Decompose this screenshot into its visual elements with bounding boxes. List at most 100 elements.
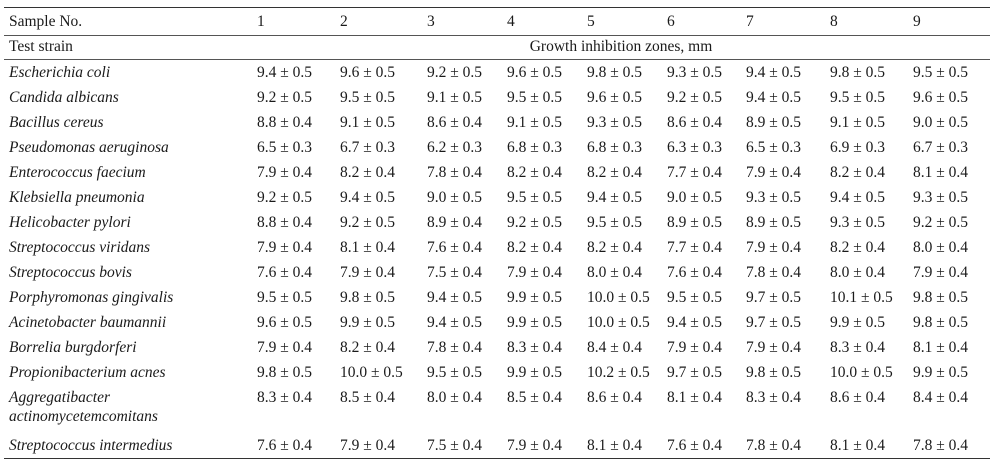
zone-value: 7.5 ± 0.4 — [427, 437, 483, 454]
zone-value: 10.0 ± 0.5 — [587, 314, 650, 331]
zone-value: 9.7 ± 0.5 — [667, 364, 723, 381]
zone-value: 8.2 ± 0.4 — [507, 239, 563, 256]
zone-value: 9.7 ± 0.5 — [746, 289, 802, 306]
zone-value: 9.8 ± 0.5 — [830, 64, 886, 81]
zone-value: 9.9 ± 0.5 — [507, 364, 563, 381]
sample-number-2: 2 — [340, 13, 348, 30]
zone-value: 8.2 ± 0.4 — [340, 164, 396, 181]
zone-value: 9.1 ± 0.5 — [340, 114, 396, 131]
zone-value: 9.3 ± 0.5 — [913, 189, 969, 206]
zone-value: 10.0 ± 0.5 — [340, 364, 403, 381]
zone-value: 9.2 ± 0.5 — [667, 89, 723, 106]
zone-value: 9.0 ± 0.5 — [913, 114, 969, 131]
strain-name: Streptococcus viridans — [9, 239, 151, 256]
zone-value: 9.5 ± 0.5 — [507, 89, 563, 106]
inhibition-zones-table-container: Sample No. 1 2 3 4 5 6 7 8 9 Test strain… — [4, 7, 990, 459]
zone-value: 8.5 ± 0.4 — [507, 389, 563, 406]
strain-name: Candida albicans — [9, 89, 119, 106]
zone-value: 6.5 ± 0.3 — [746, 139, 802, 156]
sample-number-3: 3 — [427, 13, 435, 30]
sample-number-4: 4 — [507, 13, 515, 30]
zone-value: 9.6 ± 0.5 — [340, 64, 396, 81]
strain-name: Aggregatibacter actinomycetemcomitans — [9, 389, 158, 425]
zone-value: 9.2 ± 0.5 — [507, 214, 563, 231]
inhibition-zones-table: Sample No. 1 2 3 4 5 6 7 8 9 Test strain… — [4, 7, 990, 459]
zone-value: 9.8 ± 0.5 — [913, 289, 969, 306]
zone-value: 8.8 ± 0.4 — [257, 214, 313, 231]
zone-value: 8.1 ± 0.4 — [667, 389, 723, 406]
zone-value: 7.8 ± 0.4 — [427, 164, 483, 181]
zone-value: 7.6 ± 0.4 — [667, 264, 723, 281]
strain-name: Streptococcus bovis — [9, 264, 132, 281]
zone-value: 8.3 ± 0.4 — [830, 339, 886, 356]
zone-value: 7.6 ± 0.4 — [257, 437, 313, 454]
zone-value: 6.9 ± 0.3 — [830, 139, 886, 156]
strain-name: Acinetobacter baumannii — [9, 314, 167, 331]
zone-value: 9.0 ± 0.5 — [427, 189, 483, 206]
zone-value: 9.4 ± 0.5 — [746, 89, 802, 106]
zone-value: 8.0 ± 0.4 — [587, 264, 643, 281]
zone-value: 8.9 ± 0.5 — [746, 214, 802, 231]
table-row: Porphyromonas gingivalis 9.5 ± 0.5 9.8 ±… — [4, 285, 990, 310]
zone-value: 8.9 ± 0.5 — [746, 114, 802, 131]
zone-value: 6.2 ± 0.3 — [427, 139, 483, 156]
zone-value: 10.1 ± 0.5 — [830, 289, 893, 306]
zone-value: 9.9 ± 0.5 — [830, 314, 886, 331]
table-row: Streptococcus intermedius 7.6 ± 0.4 7.9 … — [4, 433, 990, 459]
zone-value: 8.1 ± 0.4 — [587, 437, 643, 454]
zone-value: 9.6 ± 0.5 — [913, 89, 969, 106]
zone-value: 7.9 ± 0.4 — [257, 339, 313, 356]
zone-value: 8.1 ± 0.4 — [830, 437, 886, 454]
zone-value: 8.2 ± 0.4 — [587, 164, 643, 181]
zone-value: 8.2 ± 0.4 — [507, 164, 563, 181]
zone-value: 8.2 ± 0.4 — [830, 164, 886, 181]
zone-value: 7.9 ± 0.4 — [257, 164, 313, 181]
zone-value: 9.3 ± 0.5 — [667, 64, 723, 81]
zone-value: 8.8 ± 0.4 — [257, 114, 313, 131]
strain-name: Propionibacterium acnes — [9, 364, 166, 381]
zone-value: 9.1 ± 0.5 — [830, 114, 886, 131]
strain-name: Helicobacter pylori — [9, 214, 131, 231]
header-row-sample-numbers: Sample No. 1 2 3 4 5 6 7 8 9 — [4, 7, 990, 36]
zone-value: 9.4 ± 0.5 — [746, 64, 802, 81]
zone-value: 9.8 ± 0.5 — [913, 314, 969, 331]
zone-value: 10.0 ± 0.5 — [587, 289, 650, 306]
zone-value: 9.5 ± 0.5 — [830, 89, 886, 106]
zone-value: 9.5 ± 0.5 — [587, 214, 643, 231]
table-row: Pseudomonas aeruginosa 6.5 ± 0.3 6.7 ± 0… — [4, 135, 990, 160]
zone-value: 9.3 ± 0.5 — [746, 189, 802, 206]
zone-value: 7.9 ± 0.4 — [340, 437, 396, 454]
zone-value: 8.9 ± 0.4 — [427, 214, 483, 231]
zone-value: 8.0 ± 0.4 — [427, 389, 483, 406]
zone-value: 8.4 ± 0.4 — [587, 339, 643, 356]
zone-value: 8.6 ± 0.4 — [427, 114, 483, 131]
zone-value: 9.9 ± 0.5 — [340, 314, 396, 331]
strain-name: Klebsiella pneumonia — [9, 189, 145, 206]
zone-value: 9.4 ± 0.5 — [587, 189, 643, 206]
zone-value: 9.8 ± 0.5 — [257, 364, 313, 381]
zone-value: 8.0 ± 0.4 — [830, 264, 886, 281]
zone-value: 9.5 ± 0.5 — [257, 289, 313, 306]
zone-value: 9.6 ± 0.5 — [257, 314, 313, 331]
sample-number-6: 6 — [667, 13, 675, 30]
table-row: Helicobacter pylori 8.8 ± 0.4 9.2 ± 0.5 … — [4, 210, 990, 235]
zone-value: 7.6 ± 0.4 — [667, 437, 723, 454]
sample-number-5: 5 — [587, 13, 595, 30]
table-row: Bacillus cereus 8.8 ± 0.4 9.1 ± 0.5 8.6 … — [4, 110, 990, 135]
zone-value: 9.5 ± 0.5 — [427, 364, 483, 381]
zone-value: 7.9 ± 0.4 — [507, 264, 563, 281]
zone-value: 7.9 ± 0.4 — [913, 264, 969, 281]
zone-value: 10.0 ± 0.5 — [830, 364, 893, 381]
zone-value: 9.5 ± 0.5 — [340, 89, 396, 106]
strain-name: Pseudomonas aeruginosa — [9, 139, 169, 156]
zone-value: 6.5 ± 0.3 — [257, 139, 313, 156]
zone-value: 7.9 ± 0.4 — [746, 164, 802, 181]
zone-value: 9.0 ± 0.5 — [667, 189, 723, 206]
zone-value: 7.9 ± 0.4 — [746, 339, 802, 356]
zone-value: 9.6 ± 0.5 — [587, 89, 643, 106]
zone-value: 9.5 ± 0.5 — [913, 64, 969, 81]
zone-value: 7.9 ± 0.4 — [340, 264, 396, 281]
strain-name: Streptococcus intermedius — [9, 437, 173, 454]
zone-value: 8.1 ± 0.4 — [340, 239, 396, 256]
zone-value: 9.1 ± 0.5 — [427, 89, 483, 106]
